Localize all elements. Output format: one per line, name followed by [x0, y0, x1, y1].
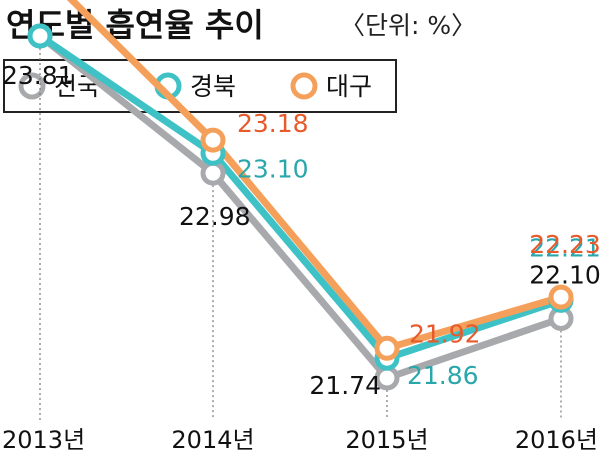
data-point-s1-2	[200, 160, 226, 186]
data-point-s3-3	[374, 335, 400, 361]
data-labels: 23.8122.9821.7422.1023.1021.8622.2124.22…	[2, 61, 600, 400]
data-point-s2-1	[27, 23, 53, 49]
data-point-s3-2	[200, 127, 226, 153]
x-tick-label-2: 2014년	[171, 426, 254, 452]
data-label-s3-4: 22.23	[529, 230, 600, 259]
series-lines	[36, 0, 565, 382]
x-axis-tick-labels: 2013년 2014년 2015년 2016년	[2, 426, 598, 452]
data-label-s2-2: 23.10	[237, 154, 309, 183]
guide-lines	[39, 48, 562, 420]
data-label-s2-4: 22.21	[529, 233, 600, 262]
legend-marker-1	[18, 72, 46, 100]
data-label-s3-3: 21.92	[409, 319, 481, 348]
series-line-3	[66, 0, 565, 352]
data-label-s2-3: 21.86	[407, 361, 479, 390]
data-label-s1-3: 21.74	[309, 371, 381, 400]
series-line-1	[36, 32, 565, 382]
legend-label-2: 경북	[190, 72, 236, 101]
data-label-s3-2: 23.18	[237, 109, 309, 138]
x-tick-label-1: 2013년	[2, 426, 85, 452]
series-line-2	[36, 32, 565, 362]
legend-marker-3	[290, 72, 318, 100]
x-tick-label-3: 2015년	[345, 426, 428, 452]
legend-label-3: 대구	[326, 72, 372, 101]
data-label-s1-1: 23.81	[2, 61, 74, 90]
unit-label: 〈단위: %〉	[340, 11, 476, 40]
data-label-s1-2: 22.98	[179, 202, 251, 231]
x-tick-label-4: 2016년	[515, 426, 598, 452]
data-point-s3-4	[548, 284, 574, 310]
data-label-s1-4: 22.10	[529, 261, 600, 290]
data-markers	[27, 23, 574, 391]
legend-box	[3, 59, 397, 113]
